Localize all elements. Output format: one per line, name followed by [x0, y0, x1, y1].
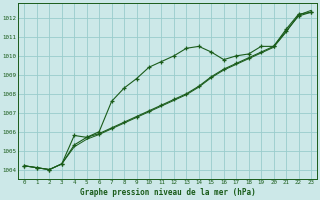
- X-axis label: Graphe pression niveau de la mer (hPa): Graphe pression niveau de la mer (hPa): [80, 188, 256, 197]
